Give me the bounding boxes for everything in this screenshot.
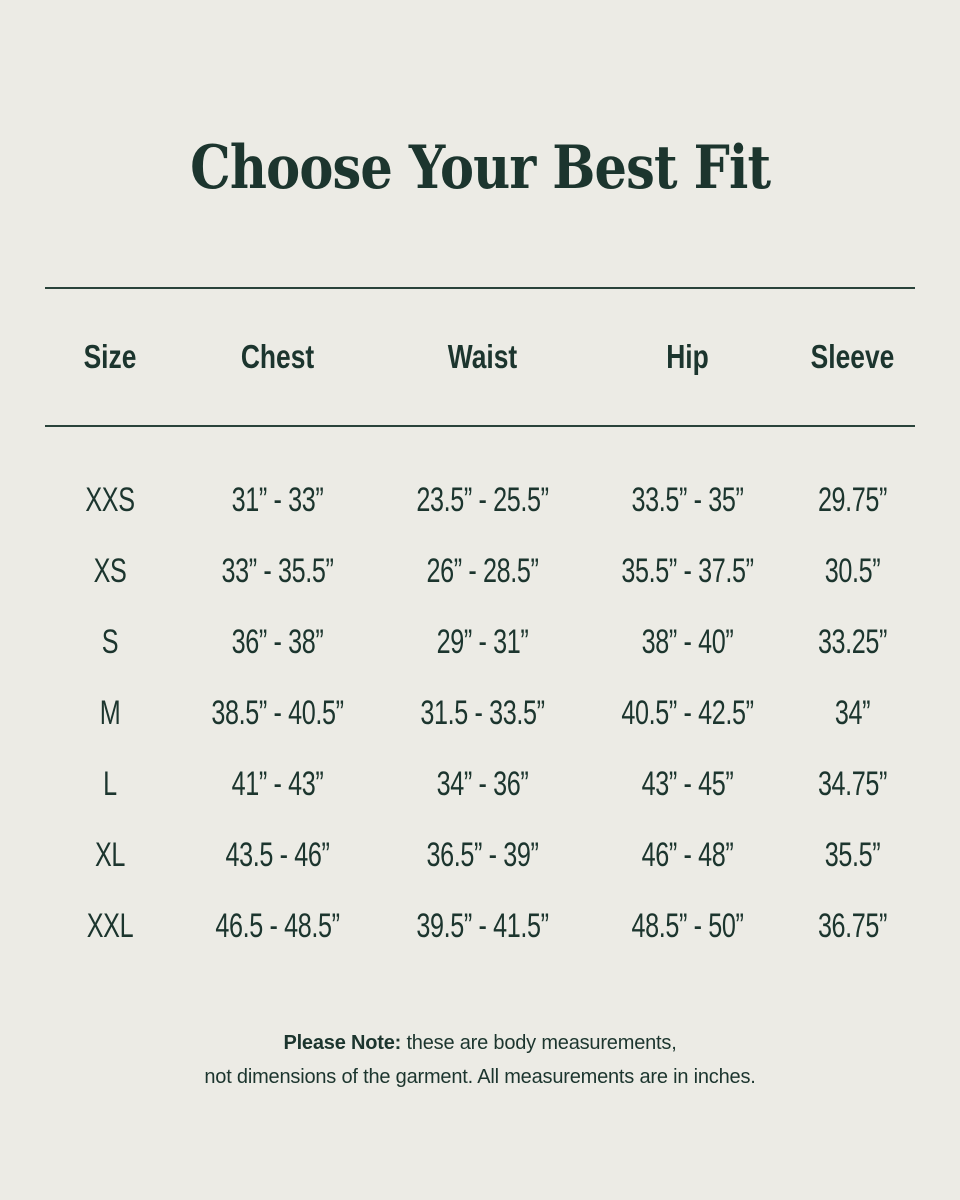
note-text-2: not dimensions of the garment. All measu…	[204, 1066, 756, 1088]
size-label: XXL	[86, 907, 134, 945]
measurement-cell: 29.75”	[817, 481, 888, 519]
table-row: L 41” - 43” 34” - 36” 43” - 45” 34.75”	[45, 749, 915, 820]
table-row: XL 43.5 - 46” 36.5” - 39” 46” - 48” 35.5”	[45, 820, 915, 891]
column-header-chest: Chest	[240, 338, 315, 375]
note-line-1: Please Note: these are body measurements…	[283, 1032, 676, 1054]
measurement-cell: 35.5” - 37.5”	[621, 552, 754, 590]
table-row: XXL 46.5 - 48.5” 39.5” - 41.5” 48.5” - 50” 3…	[45, 891, 915, 962]
measurement-cell: 38.5” - 40.5”	[211, 694, 344, 732]
measurement-cell: 26” - 28.5”	[426, 552, 539, 590]
header-rule-top	[45, 287, 915, 289]
measurement-cell: 23.5” - 25.5”	[416, 481, 549, 519]
measurement-cell: 30.5”	[824, 552, 881, 590]
header-rule-bottom	[45, 425, 915, 427]
measurement-cell: 31” - 33”	[231, 481, 324, 519]
size-label: M	[99, 694, 121, 732]
measurement-cell: 43.5 - 46”	[225, 836, 330, 874]
measurement-cell: 34” - 36”	[436, 765, 529, 803]
measurement-cell: 34.75”	[817, 765, 888, 803]
measurement-cell: 36” - 38”	[231, 623, 324, 661]
size-table-body: XXS 31” - 33” 23.5” - 25.5” 33.5” - 35” 29.7…	[0, 427, 960, 962]
size-label: XS	[93, 552, 127, 590]
measurement-cell: 34”	[834, 694, 871, 732]
table-row: XS 33” - 35.5” 26” - 28.5” 35.5” - 37.5” 30.…	[45, 536, 915, 607]
column-header-sleeve: Sleeve	[810, 338, 895, 375]
size-label: L	[103, 765, 117, 803]
measurement-cell: 36.5” - 39”	[426, 836, 539, 874]
note-label: Please Note:	[283, 1032, 402, 1054]
measurement-cell: 41” - 43”	[231, 765, 324, 803]
page-title: Choose Your Best Fit	[189, 133, 771, 203]
measurement-note: Please Note: these are body measurements…	[0, 1026, 960, 1094]
size-label: XXS	[85, 481, 135, 519]
measurement-cell: 36.75”	[817, 907, 888, 945]
measurement-cell: 33.25”	[817, 623, 888, 661]
measurement-cell: 38” - 40”	[641, 623, 734, 661]
table-row: S 36” - 38” 29” - 31” 38” - 40” 33.25”	[45, 607, 915, 678]
table-header-row: Size Chest Waist Hip Sleeve	[45, 289, 915, 425]
measurement-cell: 40.5” - 42.5”	[621, 694, 754, 732]
measurement-cell: 46.5 - 48.5”	[215, 907, 340, 945]
measurement-cell: 35.5”	[824, 836, 881, 874]
table-row: M 38.5” - 40.5” 31.5 - 33.5” 40.5” - 42.5” 3…	[45, 678, 915, 749]
measurement-cell: 29” - 31”	[436, 623, 529, 661]
measurement-cell: 46” - 48”	[641, 836, 734, 874]
column-header-waist: Waist	[447, 338, 518, 375]
measurement-cell: 43” - 45”	[641, 765, 734, 803]
table-row: XXS 31” - 33” 23.5” - 25.5” 33.5” - 35” 29.7…	[45, 465, 915, 536]
measurement-cell: 48.5” - 50”	[631, 907, 744, 945]
column-header-hip: Hip	[666, 338, 709, 375]
note-text-1: these are body measurements,	[401, 1032, 677, 1054]
measurement-cell: 33.5” - 35”	[631, 481, 744, 519]
measurement-cell: 33” - 35.5”	[221, 552, 334, 590]
size-label: S	[101, 623, 119, 661]
measurement-cell: 31.5 - 33.5”	[420, 694, 545, 732]
size-label: XL	[94, 836, 126, 874]
column-header-size: Size	[83, 338, 137, 375]
measurement-cell: 39.5” - 41.5”	[416, 907, 549, 945]
